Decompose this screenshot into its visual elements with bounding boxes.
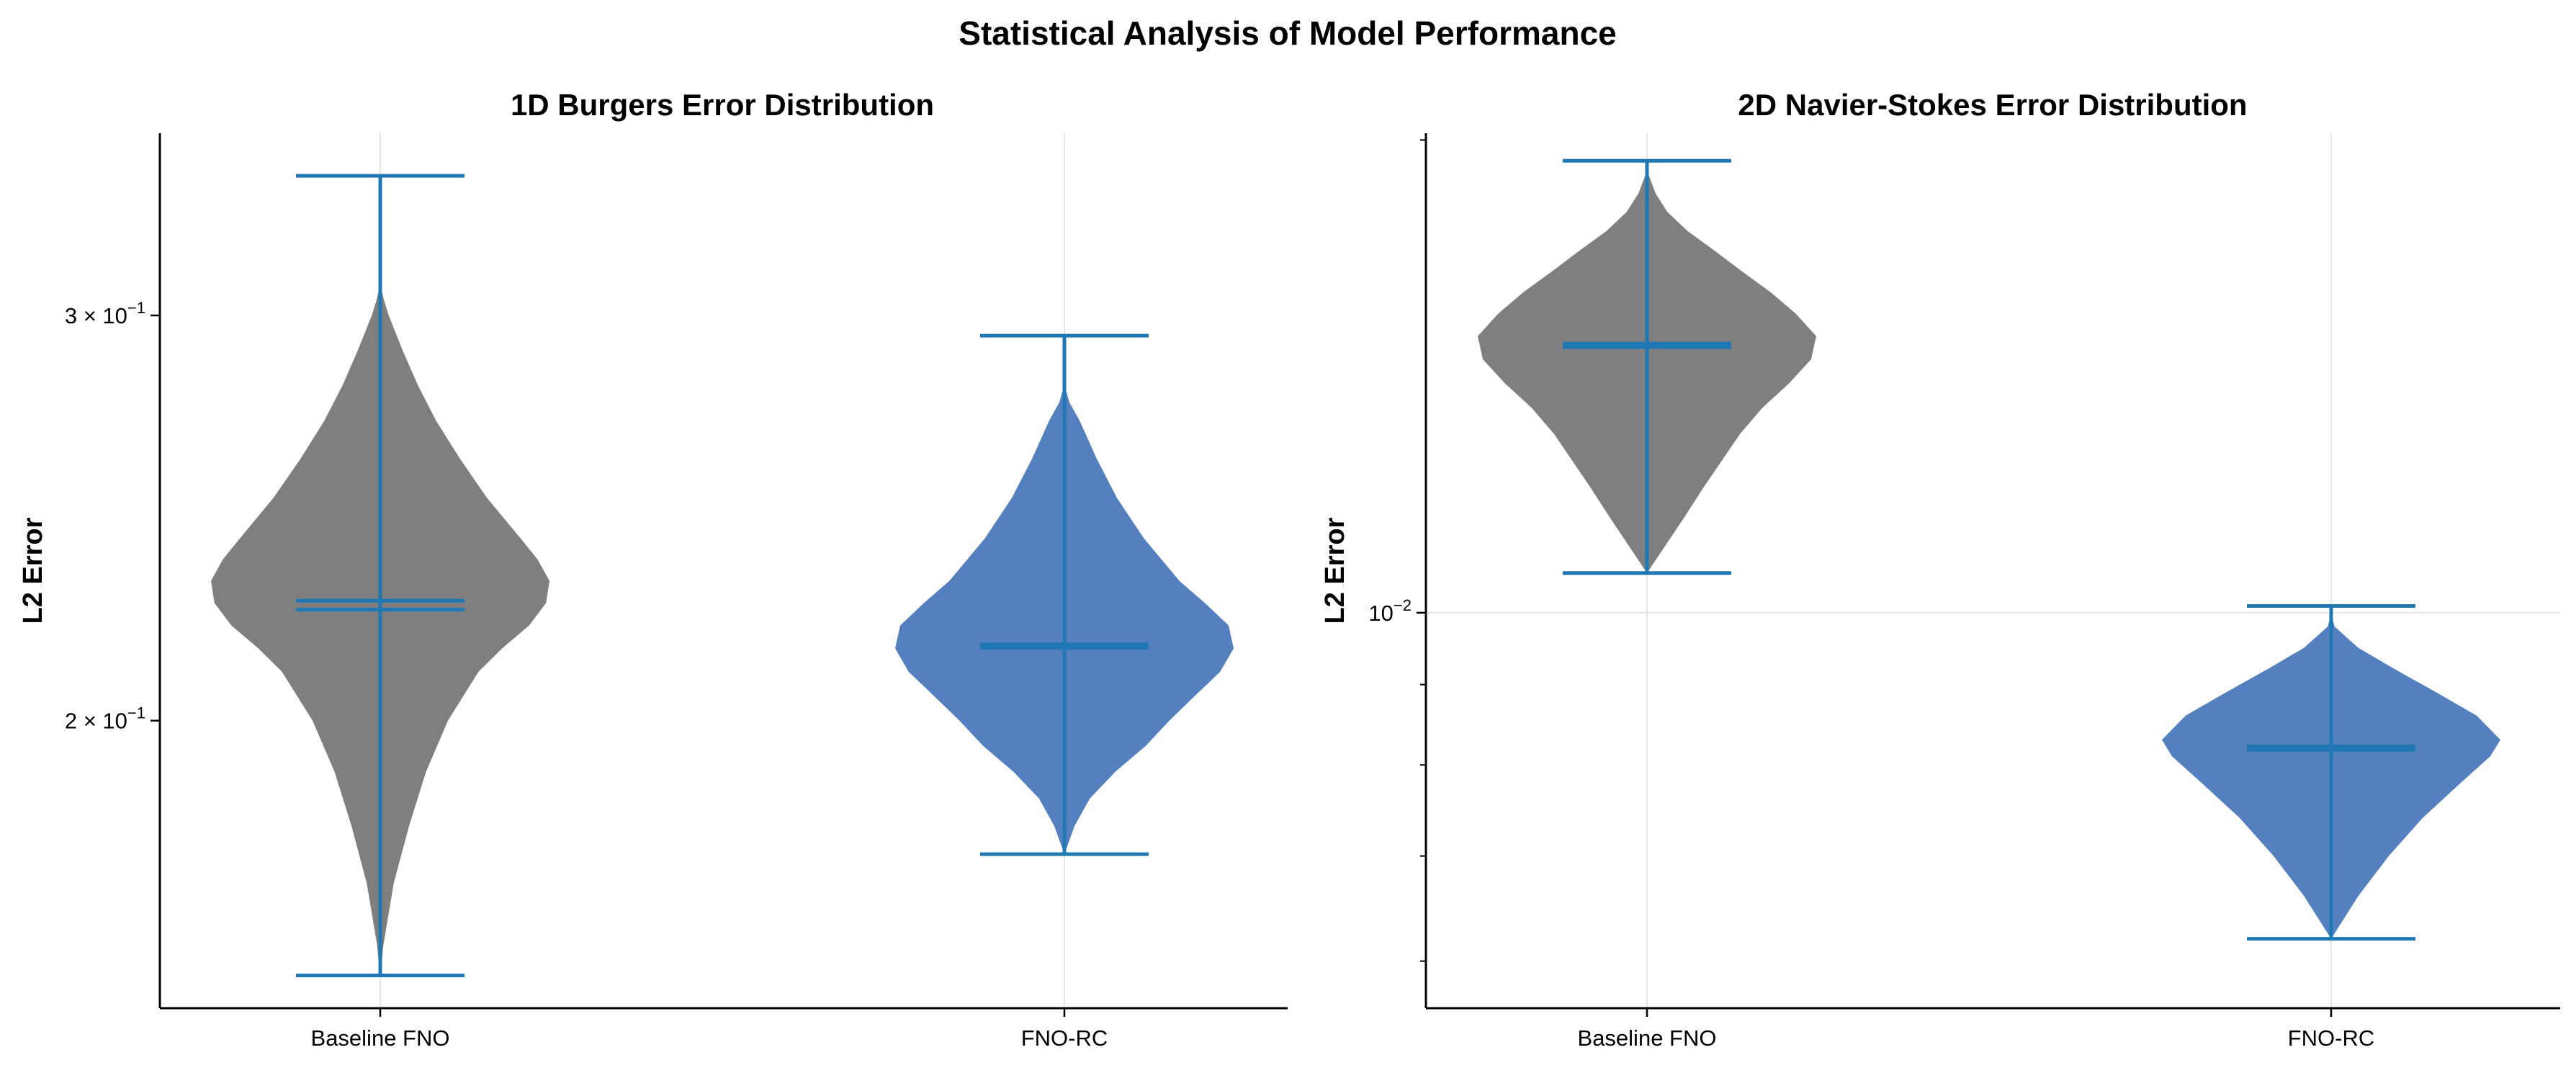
chart-panels: 3 × 10−1 2 × 10−1 Baseline FNO FNO-RC 1D Bur…	[18, 88, 2560, 1051]
x-tick-label: Baseline FNO	[311, 1025, 450, 1051]
y-axis-label: L2 Error	[18, 517, 48, 624]
x-tick-label: Baseline FNO	[1578, 1025, 1717, 1051]
panel-title: 1D Burgers Error Distribution	[511, 88, 934, 122]
chart-panel-2: 10−2 Baseline FNO FNO-RC 2D Navier-Stokes E…	[1320, 88, 2560, 1051]
x-tick-label: FNO-RC	[1021, 1025, 1108, 1051]
chart-panel-1: 3 × 10−1 2 × 10−1 Baseline FNO FNO-RC 1D Bur…	[18, 88, 1288, 1051]
y-tick-label: 10−2	[1368, 596, 1412, 626]
panel-title: 2D Navier-Stokes Error Distribution	[1738, 88, 2247, 122]
y-axis-label: L2 Error	[1320, 517, 1350, 624]
y-tick-label: 2 × 10−1	[65, 704, 145, 734]
y-tick-label: 3 × 10−1	[65, 299, 145, 328]
x-tick-label: FNO-RC	[2288, 1025, 2375, 1051]
figure-title: Statistical Analysis of Model Performanc…	[959, 14, 1616, 52]
